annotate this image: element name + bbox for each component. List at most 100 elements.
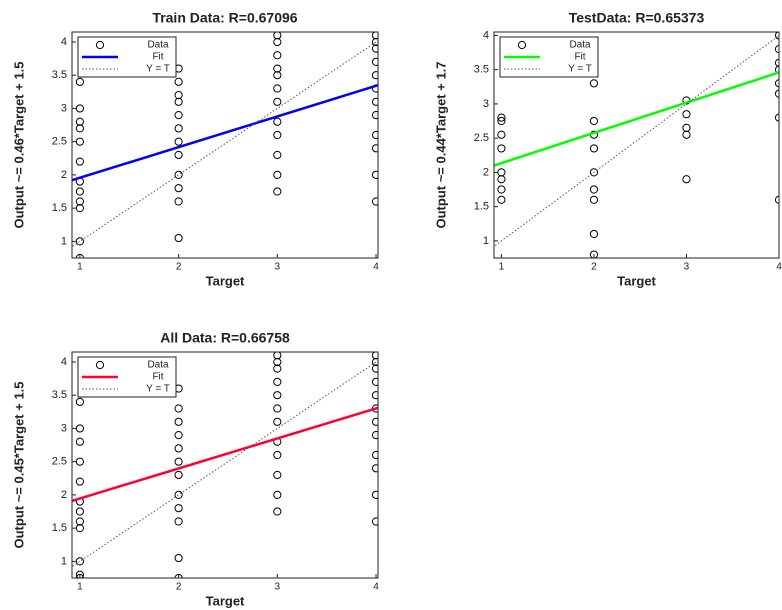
fit-line xyxy=(494,71,779,167)
data-point xyxy=(174,91,183,100)
data-point xyxy=(682,110,691,119)
data-point xyxy=(75,187,84,196)
data-point xyxy=(174,124,183,133)
data-point xyxy=(75,197,84,206)
legend-marker xyxy=(517,40,527,50)
data-point xyxy=(75,437,84,446)
data-point xyxy=(589,79,599,88)
x-tick-label: 3 xyxy=(275,582,281,593)
y-tick-label: 2 xyxy=(61,489,67,501)
data-point xyxy=(497,185,506,194)
legend-label: Y = T xyxy=(568,64,592,75)
data-point xyxy=(75,477,84,486)
data-point xyxy=(174,470,183,480)
data-point xyxy=(174,517,183,526)
data-point xyxy=(371,144,378,153)
data-point xyxy=(75,517,84,526)
y-tick-label: 3.5 xyxy=(52,389,67,401)
data-point xyxy=(174,150,183,160)
data-point xyxy=(589,229,599,239)
data-point xyxy=(774,45,779,54)
legend-marker xyxy=(95,40,105,50)
data-point xyxy=(75,457,84,466)
data-point xyxy=(75,507,84,516)
data-point xyxy=(273,364,282,373)
x-tick-label: 1 xyxy=(77,582,83,593)
data-point xyxy=(75,573,84,578)
y-tick-label: 3.5 xyxy=(52,69,67,81)
y-tick-label: 4 xyxy=(61,36,67,48)
data-point xyxy=(682,175,691,184)
data-point xyxy=(273,84,282,93)
x-axis-label: Target xyxy=(206,593,245,608)
data-point xyxy=(273,37,282,47)
data-point xyxy=(273,490,282,500)
data-point xyxy=(273,150,282,160)
y-tick-label: 1.5 xyxy=(52,522,67,534)
legend-label: Data xyxy=(569,40,591,51)
legend-label: Data xyxy=(147,40,169,51)
data-point xyxy=(774,79,779,88)
data-point xyxy=(273,417,282,426)
data-point xyxy=(774,113,779,122)
legend-label: Fit xyxy=(574,52,585,63)
data-point xyxy=(589,250,599,258)
data-point xyxy=(371,464,378,473)
data-point xyxy=(497,116,506,126)
legend-label: Data xyxy=(147,360,169,371)
data-point xyxy=(273,170,282,180)
data-point xyxy=(75,124,84,133)
data-point xyxy=(174,417,183,426)
y-tick-label: 2.5 xyxy=(52,136,67,148)
data-point xyxy=(174,504,183,513)
y-tick-label: 3 xyxy=(61,422,67,434)
data-point xyxy=(371,377,378,387)
data-point xyxy=(75,570,84,578)
fit-line xyxy=(72,406,378,503)
y-tick-label: 2 xyxy=(61,169,67,181)
data-point xyxy=(589,185,599,194)
y-tick-label: 1.5 xyxy=(52,202,67,214)
x-tick-label: 2 xyxy=(176,262,182,273)
identity-line xyxy=(494,34,779,247)
x-tick-label: 2 xyxy=(176,582,182,593)
data-point xyxy=(589,168,599,177)
data-point xyxy=(273,71,282,80)
chart-title: All Data: R=0.66758 xyxy=(160,330,290,346)
x-tick-label: 2 xyxy=(591,262,597,273)
data-point xyxy=(682,123,691,132)
y-axis-label: Output ~= 0.46*Target + 1.5 xyxy=(11,61,26,228)
data-point xyxy=(774,32,779,40)
data-point xyxy=(273,64,282,73)
y-tick-label: 3 xyxy=(61,102,67,114)
y-tick-label: 4 xyxy=(483,29,489,41)
data-point xyxy=(371,37,378,47)
data-point xyxy=(774,58,779,67)
plot-content xyxy=(72,352,378,578)
x-tick-label: 4 xyxy=(373,262,379,273)
panel: TestData: R=0.65373 Target Output ~= 0.44*… xyxy=(433,10,782,289)
data-point xyxy=(497,168,506,177)
axes-box xyxy=(493,31,780,259)
data-point xyxy=(589,195,599,204)
data-point xyxy=(75,137,84,146)
data-point xyxy=(174,553,183,563)
data-point xyxy=(75,524,84,533)
data-point xyxy=(589,144,599,153)
data-point xyxy=(75,104,84,113)
x-tick-label: 4 xyxy=(776,262,782,273)
y-tick-label: 2.5 xyxy=(474,132,489,144)
data-point xyxy=(371,32,378,40)
data-point xyxy=(371,44,378,53)
data-point xyxy=(174,137,183,146)
data-point xyxy=(75,397,84,406)
data-point xyxy=(371,364,378,373)
data-point xyxy=(589,116,599,126)
data-point xyxy=(273,97,282,106)
y-axis-label: Output ~= 0.45*Target + 1.5 xyxy=(11,381,26,548)
chart-title: Train Data: R=0.67096 xyxy=(152,10,297,26)
data-point xyxy=(497,130,506,139)
data-point xyxy=(371,417,378,426)
data-point xyxy=(371,57,378,67)
